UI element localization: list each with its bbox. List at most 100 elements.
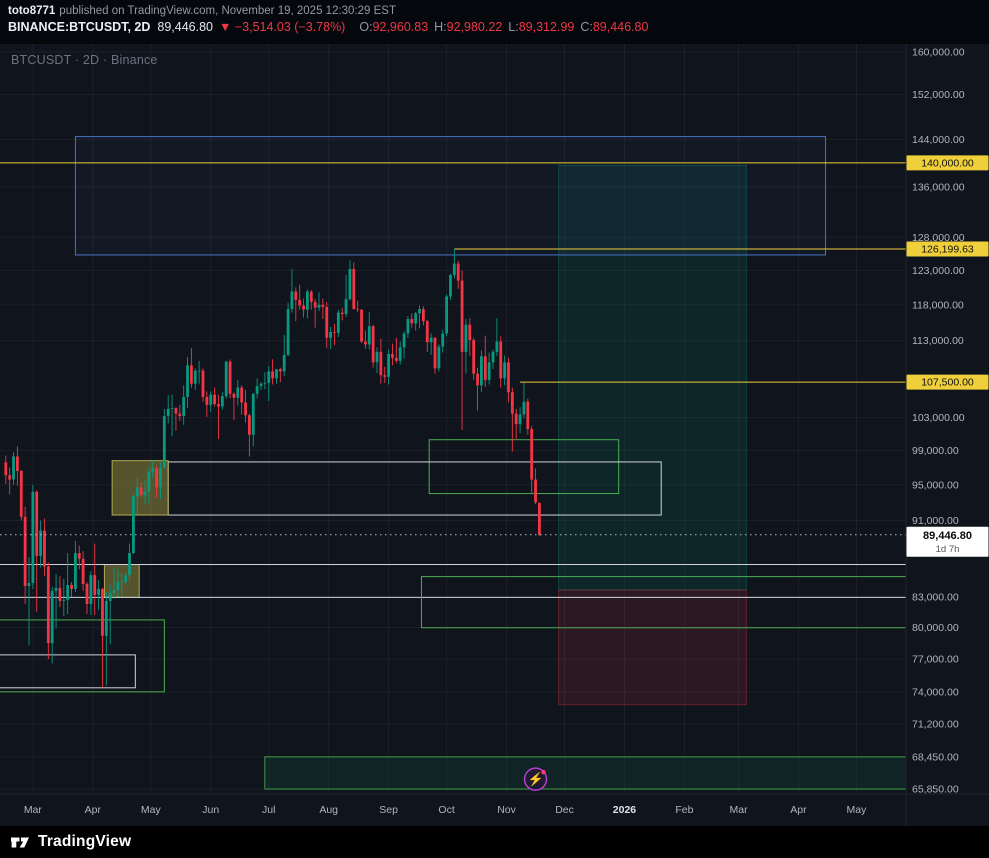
low-value: 89,312.99 <box>518 20 575 34</box>
candle-body <box>178 413 182 417</box>
y-axis-tick-label: 123,000.00 <box>912 265 965 277</box>
y-axis-tick-label: 113,000.00 <box>912 335 964 347</box>
candle-body <box>159 467 162 488</box>
candle-body <box>132 496 135 554</box>
close-label: C: <box>580 20 593 34</box>
long-position-profit-zone[interactable] <box>558 164 747 591</box>
snapshot-header: toto8771 published on TradingView.com, No… <box>0 0 989 44</box>
candle-body <box>375 351 379 363</box>
candle-body <box>220 396 224 407</box>
y-axis-tick-label: 103,000.00 <box>912 412 965 424</box>
candle-body <box>244 402 247 416</box>
white-low-box[interactable] <box>0 654 136 689</box>
candle-body <box>12 456 15 480</box>
candle-body <box>534 479 537 503</box>
candle-body <box>460 280 464 352</box>
symbol-ohlc-row: BINANCE:BTCUSDT, 2D 89,446.80 ▼ −3,514.03 … <box>8 20 989 34</box>
long-position-loss-zone[interactable] <box>558 589 747 706</box>
open-value: 92,960.83 <box>372 20 429 34</box>
candle-body <box>309 291 313 302</box>
candle-body <box>398 347 402 361</box>
price-level-label: 126,199.63 <box>921 244 974 256</box>
candle-body <box>414 313 418 324</box>
low-label: L: <box>508 20 519 34</box>
candle-body <box>360 309 363 342</box>
candle-body <box>174 408 178 414</box>
candle-body <box>282 354 286 372</box>
candle-body <box>58 587 62 601</box>
candle-body <box>306 291 309 310</box>
candle-body <box>209 394 213 405</box>
candle-body <box>147 471 151 492</box>
candle-body <box>39 530 42 556</box>
candle-body <box>383 375 387 377</box>
price-axis[interactable]: 160,000.00 152,000.00 144,000.00 136,000.00… <box>905 44 989 826</box>
candle-body <box>302 305 305 310</box>
symbol-label: BINANCE:BTCUSDT, 2D <box>8 20 151 34</box>
candle-body <box>54 587 58 591</box>
y-axis-tick-label: 152,000.00 <box>912 89 965 101</box>
time-axis[interactable]: Mar Apr May Jun Jul Aug Sep Oct Nov Dec 2026 Feb Mar… <box>0 793 989 816</box>
close-value: 89,446.80 <box>592 20 649 34</box>
candle-body <box>522 401 526 415</box>
plot-area[interactable] <box>0 44 913 794</box>
candle-body <box>340 312 344 314</box>
candle-body <box>43 530 46 567</box>
candle-body <box>472 340 476 374</box>
candle-body <box>317 304 321 308</box>
blue-range-box[interactable] <box>74 136 827 256</box>
x-axis-label: Jul <box>262 804 275 816</box>
current-price-label: 89,446.80 <box>923 530 972 542</box>
candle-body <box>271 371 274 379</box>
candle-body <box>518 414 522 425</box>
candle-body <box>23 516 27 586</box>
candle-body <box>425 321 429 343</box>
x-axis-label: May <box>141 804 162 816</box>
candle-body <box>364 341 367 345</box>
candle-body <box>267 371 271 383</box>
candle-body <box>391 354 394 358</box>
candle-body <box>275 369 278 379</box>
green-bottom-box[interactable] <box>264 756 913 790</box>
y-axis-tick-label: 136,000.00 <box>912 181 965 193</box>
tradingview-footer-link[interactable]: TradingView <box>0 826 989 858</box>
white-band-box[interactable] <box>0 564 913 598</box>
change-value: −3,514.03 (−3.78%) <box>234 20 346 34</box>
candle-body <box>379 351 383 376</box>
down-triangle-icon: ▼ <box>218 20 232 34</box>
x-axis-label: Mar <box>729 804 748 816</box>
green-demand-box-mid[interactable] <box>420 576 912 629</box>
candle-body <box>387 354 390 377</box>
candle-body <box>143 491 147 496</box>
candle-body <box>162 416 166 468</box>
candle-body <box>418 309 421 314</box>
price-level-label-bg <box>906 374 989 390</box>
candle-body <box>232 393 236 398</box>
candle-body <box>170 408 174 409</box>
y-axis-tick-label: 91,000.00 <box>912 515 959 527</box>
candle-body <box>352 268 356 310</box>
candle-body <box>108 592 112 601</box>
candle-body <box>294 291 298 300</box>
candle-body <box>325 306 329 338</box>
price-level-label: 140,000.00 <box>921 157 974 169</box>
candle-body <box>507 362 510 393</box>
sticker-spark <box>541 769 546 775</box>
x-axis-label: Dec <box>555 804 574 816</box>
green-supply-box[interactable] <box>428 439 620 495</box>
candle-body <box>248 415 251 435</box>
candle-body <box>510 392 514 414</box>
green-demand-box-low[interactable] <box>0 619 165 693</box>
candle-body <box>50 590 54 644</box>
y-axis-tick-label: 83,000.00 <box>912 591 959 603</box>
candle-body <box>329 331 332 338</box>
lightning-sticker-icon[interactable]: ⚡ <box>523 767 548 791</box>
candle-body <box>46 566 50 644</box>
candle-body <box>70 584 73 589</box>
y-axis-tick-label: 95,000.00 <box>912 479 959 491</box>
candle-body <box>480 356 483 386</box>
candle-body <box>526 401 530 430</box>
candle-body <box>135 487 139 497</box>
candle-body <box>228 361 232 394</box>
